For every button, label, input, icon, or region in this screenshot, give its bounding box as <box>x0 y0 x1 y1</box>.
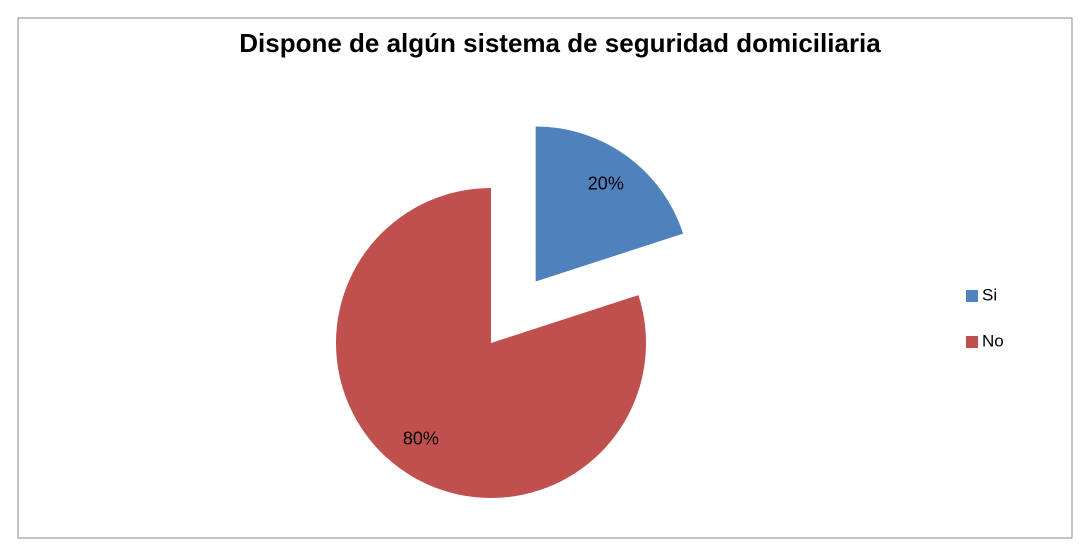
legend-swatch <box>966 290 978 302</box>
pie-slice <box>535 126 684 282</box>
legend-label: No <box>982 331 1004 350</box>
legend-label: Si <box>982 285 997 304</box>
legend-swatch <box>966 336 978 348</box>
chart-title: Dispone de algún sistema de seguridad do… <box>239 28 881 58</box>
pie-slice <box>335 188 646 498</box>
data-label: 80% <box>403 428 439 448</box>
data-label: 20% <box>588 174 624 194</box>
